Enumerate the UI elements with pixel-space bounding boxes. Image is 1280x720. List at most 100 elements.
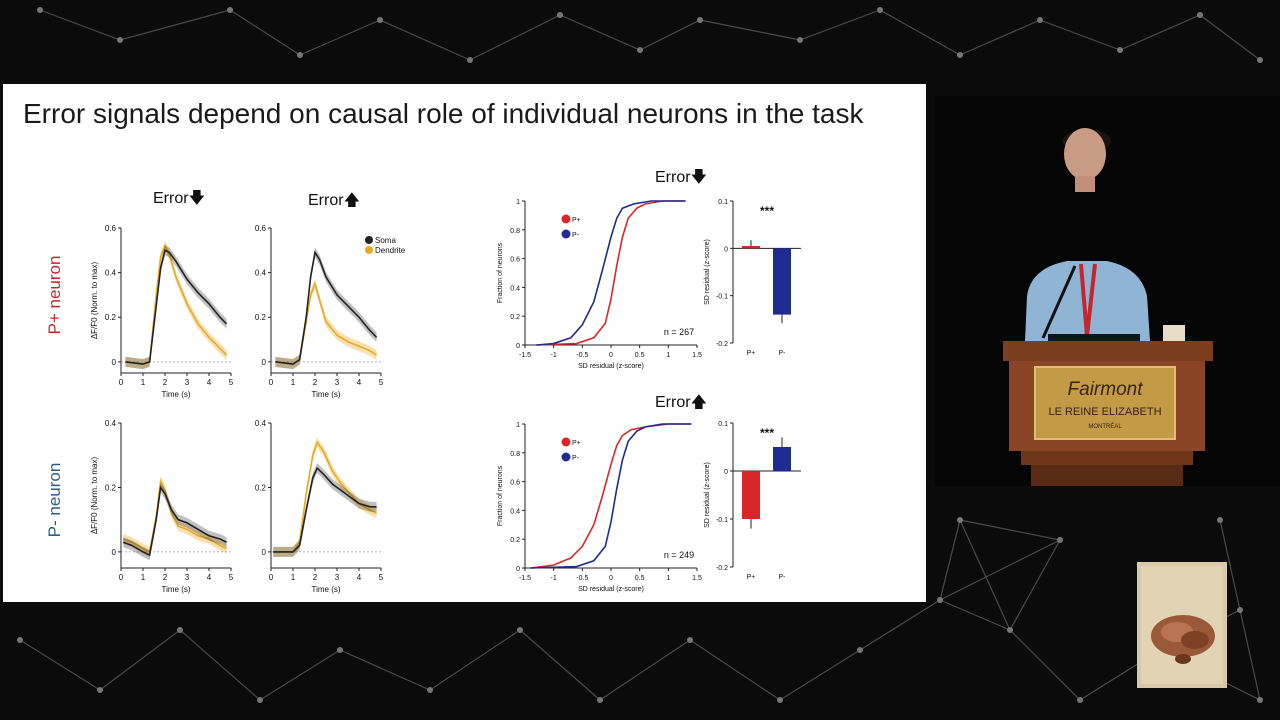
trace-soma xyxy=(273,466,377,553)
speaker-video: Fairmont LE REINE ELIZABETH MONTRÉAL xyxy=(935,96,1280,486)
legend-label-p-minus: P- xyxy=(572,455,580,462)
cdf-line-p-plus xyxy=(536,200,686,346)
x-tick-label: 2 xyxy=(313,378,318,387)
y-axis-label: Fraction of neurons xyxy=(497,465,504,526)
slide-title: Error signals depend on causal role of i… xyxy=(23,98,864,129)
trace-soma xyxy=(122,485,227,557)
y-axis-label: Fraction of neurons xyxy=(497,242,504,303)
x-tick-label: 4 xyxy=(207,378,212,387)
x-tick-label: 2 xyxy=(313,573,318,582)
y-tick-label: 0.6 xyxy=(510,257,520,264)
brain-thumbnail xyxy=(1137,562,1227,688)
brain-icon xyxy=(1141,566,1223,684)
x-tick-label: 1.5 xyxy=(692,575,702,582)
presentation-slide: Error signals depend on causal role of i… xyxy=(3,84,926,602)
x-tick-label: 1 xyxy=(291,378,296,387)
y-axis-label: ΔF/F0 (Norm. to max) xyxy=(90,456,99,534)
x-tick-label: 1 xyxy=(291,573,296,582)
sem-band-soma xyxy=(273,463,377,557)
y-tick-label: 0.8 xyxy=(510,451,520,458)
y-tick-label: 0.6 xyxy=(510,480,520,487)
x-axis-label: Time (s) xyxy=(311,585,340,594)
y-tick-label: 0.2 xyxy=(255,483,267,492)
bar-p-minus xyxy=(773,447,791,471)
x-axis-label: Time (s) xyxy=(161,390,190,399)
podium-hotel: LE REINE ELIZABETH xyxy=(1048,406,1161,418)
cdf-line-p-minus xyxy=(536,200,686,346)
y-tick-label: 0.1 xyxy=(718,421,728,428)
x-tick-label: -0.5 xyxy=(576,575,588,582)
x-tick-label: 4 xyxy=(357,573,362,582)
y-tick-label: 0 xyxy=(262,548,267,557)
header-error-down-right: Error🡇 xyxy=(655,169,708,186)
y-tick-label: 0 xyxy=(112,358,117,367)
x-tick-label: 5 xyxy=(379,573,384,582)
y-tick-label: 0.6 xyxy=(255,224,267,233)
x-tick-label: 5 xyxy=(229,573,234,582)
legend-marker-p-minus xyxy=(561,452,571,462)
y-tick-label: 0.4 xyxy=(510,508,520,515)
x-tick-label: -1.5 xyxy=(519,575,531,582)
sem-band-dendrite xyxy=(273,437,377,557)
n-count-label: n = 267 xyxy=(664,327,694,337)
y-tick-label: 1 xyxy=(516,199,520,206)
bar-category-label: P+ xyxy=(747,350,756,357)
x-tick-label: 2 xyxy=(163,378,168,387)
x-tick-label: 0 xyxy=(119,573,124,582)
y-axis-label: ΔF/F0 (Norm. to max) xyxy=(90,261,99,339)
arrow-down-icon: 🡇 xyxy=(690,169,708,186)
n-count-label: n = 249 xyxy=(664,550,694,560)
bar-category-label: P- xyxy=(779,574,787,581)
x-tick-label: -0.5 xyxy=(576,352,588,359)
legend-label-dendrite: Dendrite xyxy=(375,246,406,255)
x-axis-label: SD residual (z-score) xyxy=(578,363,644,370)
y-tick-label: -0.1 xyxy=(716,294,728,301)
bar-category-label: P+ xyxy=(747,574,756,581)
x-tick-label: 0 xyxy=(119,378,124,387)
x-tick-label: 0.5 xyxy=(635,575,645,582)
y-tick-label: 0.2 xyxy=(105,483,117,492)
legend-marker-p-minus xyxy=(561,229,571,239)
x-tick-label: -1.5 xyxy=(519,352,531,359)
y-tick-label: 0.2 xyxy=(510,537,520,544)
y-tick-label: 0.2 xyxy=(105,313,117,322)
x-tick-label: -1 xyxy=(551,352,557,359)
y-tick-label: 0.4 xyxy=(105,269,117,278)
x-tick-label: 3 xyxy=(185,378,190,387)
significance-label: *** xyxy=(760,426,774,440)
legend-marker-p-plus xyxy=(561,214,571,224)
x-tick-label: 0 xyxy=(269,573,274,582)
x-tick-label: 0 xyxy=(609,352,613,359)
x-tick-label: 3 xyxy=(335,573,340,582)
bar-category-label: P- xyxy=(779,350,787,357)
bar-p-plus xyxy=(742,471,760,519)
arrow-up-icon: 🡅 xyxy=(690,394,708,411)
header-error-up-right: Error🡅 xyxy=(655,394,708,411)
legend-label-soma: Soma xyxy=(375,236,396,245)
x-tick-label: 5 xyxy=(379,378,384,387)
y-tick-label: 0.4 xyxy=(255,419,267,428)
arrow-up-icon: 🡅 xyxy=(343,192,361,209)
x-tick-label: 2 xyxy=(163,573,168,582)
y-tick-label: 0.2 xyxy=(255,313,267,322)
podium-brand: Fairmont xyxy=(1068,379,1144,400)
speaker-illustration: Fairmont LE REINE ELIZABETH MONTRÉAL xyxy=(1003,128,1213,486)
x-tick-label: 4 xyxy=(357,378,362,387)
x-tick-label: 1 xyxy=(666,575,670,582)
y-tick-label: 0 xyxy=(516,566,520,573)
significance-label: *** xyxy=(760,204,774,218)
y-tick-label: 0 xyxy=(516,343,520,350)
x-tick-label: 1 xyxy=(141,573,146,582)
header-error-up-left: Error🡅 xyxy=(308,192,361,209)
y-tick-label: 0.4 xyxy=(510,285,520,292)
legend-label-p-minus: P- xyxy=(572,232,580,239)
x-axis-label: Time (s) xyxy=(311,390,340,399)
y-tick-label: 0 xyxy=(724,246,728,253)
legend-label-p-plus: P+ xyxy=(572,440,581,447)
x-tick-label: 0.5 xyxy=(635,352,645,359)
x-tick-label: 1 xyxy=(666,352,670,359)
x-tick-label: 3 xyxy=(335,378,340,387)
x-tick-label: 3 xyxy=(185,573,190,582)
header-error-down-left: Error🡇 xyxy=(153,190,206,207)
